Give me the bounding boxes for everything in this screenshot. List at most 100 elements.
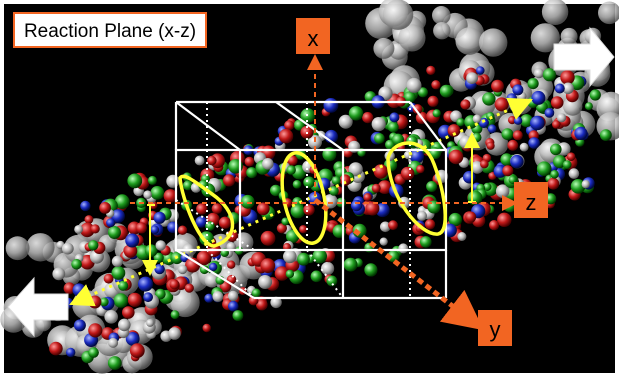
red-nucleon: [127, 292, 142, 307]
spectator-nucleon: [479, 28, 508, 57]
spectator-nucleon: [530, 23, 560, 53]
red-nucleon: [218, 216, 232, 229]
white-nucleon: [321, 261, 335, 276]
blue-nucleon: [512, 84, 524, 96]
right-arrow-icon: [553, 26, 615, 88]
red-nucleon: [424, 219, 436, 230]
z-axis-label-text: z: [526, 190, 537, 215]
spectator-nucleon: [433, 22, 451, 40]
blue-nucleon: [574, 126, 588, 140]
left-arrow-icon: [7, 276, 69, 338]
green-nucleon: [482, 92, 496, 106]
red-nucleon: [135, 222, 147, 234]
white-nucleon: [212, 291, 224, 302]
red-nucleon: [431, 80, 441, 90]
green-nucleon: [113, 293, 129, 308]
spectator-nucleon: [373, 37, 395, 59]
green-nucleon: [150, 186, 165, 200]
blue-nucleon: [150, 225, 160, 234]
white-nucleon: [283, 249, 297, 264]
blue-nucleon: [476, 66, 485, 75]
white-nucleon: [519, 142, 529, 152]
blue-nucleon: [544, 108, 555, 118]
red-nucleon: [552, 120, 561, 129]
blue-nucleon: [72, 283, 86, 297]
white-nucleon: [108, 337, 119, 348]
white-nucleon: [52, 267, 66, 281]
red-nucleon: [256, 202, 270, 216]
red-nucleon: [427, 95, 439, 107]
green-nucleon: [240, 194, 255, 209]
blue-nucleon: [228, 300, 239, 312]
white-nucleon: [466, 72, 478, 84]
y-axis-label: y: [478, 310, 512, 346]
ellipse-left: [178, 174, 235, 248]
y-axis-label-text: y: [490, 317, 501, 342]
x-axis-label: x: [296, 18, 330, 54]
spectator-nucleon: [560, 27, 578, 45]
blue-nucleon: [154, 263, 165, 275]
blue-nucleon: [125, 332, 140, 346]
white-nucleon: [194, 155, 205, 166]
red-nucleon: [260, 258, 276, 274]
green-nucleon: [297, 252, 310, 266]
red-nucleon: [122, 306, 135, 319]
blue-nucleon: [66, 347, 76, 358]
spectator-nucleon: [432, 6, 451, 25]
red-nucleon: [222, 174, 236, 187]
white-nucleon: [258, 275, 273, 289]
green-nucleon: [285, 269, 295, 279]
white-nucleon: [379, 237, 388, 246]
blue-nucleon: [487, 124, 497, 134]
red-nucleon: [480, 159, 489, 169]
red-nucleon: [371, 183, 381, 193]
spectator-nucleon: [382, 0, 414, 30]
red-nucleon: [400, 166, 415, 181]
red-nucleon: [169, 279, 180, 290]
green-nucleon: [426, 181, 438, 192]
spectator-nucleon: [598, 1, 619, 25]
green-nucleon: [600, 129, 612, 142]
red-nucleon: [103, 273, 114, 284]
blue-nucleon: [143, 292, 154, 303]
red-nucleon: [88, 295, 102, 309]
green-nucleon: [584, 102, 593, 111]
red-nucleon: [566, 152, 576, 161]
white-nucleon: [406, 77, 422, 93]
white-nucleon: [568, 168, 580, 179]
green-nucleon: [501, 128, 514, 141]
white-nucleon: [177, 264, 188, 275]
green-nucleon: [107, 356, 122, 370]
red-nucleon: [426, 65, 436, 75]
red-nucleon: [507, 139, 519, 151]
green-nucleon: [88, 240, 99, 251]
diagram-title: Reaction Plane (x-z): [24, 21, 196, 42]
green-nucleon: [348, 106, 364, 121]
green-nucleon: [343, 257, 358, 272]
white-nucleon: [166, 174, 180, 188]
red-nucleon: [90, 224, 100, 234]
blue-nucleon: [138, 276, 153, 292]
white-nucleon: [457, 232, 467, 241]
white-nucleon: [533, 68, 544, 79]
red-nucleon: [129, 343, 145, 359]
red-nucleon: [502, 165, 514, 177]
white-nucleon: [104, 310, 118, 324]
green-nucleon: [550, 170, 559, 179]
white-nucleon: [562, 82, 574, 95]
red-nucleon: [84, 215, 94, 224]
green-nucleon: [88, 347, 99, 358]
blue-nucleon: [513, 116, 523, 125]
red-nucleon: [184, 283, 194, 293]
red-nucleon: [497, 212, 512, 227]
red-nucleon: [303, 204, 315, 216]
spectator-nucleon: [455, 27, 484, 55]
red-nucleon: [363, 193, 372, 202]
green-nucleon: [471, 132, 482, 143]
green-nucleon: [170, 310, 180, 320]
red-nucleon: [512, 130, 523, 141]
green-nucleon: [542, 68, 557, 82]
green-nucleon: [147, 175, 157, 185]
green-nucleon: [286, 165, 296, 175]
